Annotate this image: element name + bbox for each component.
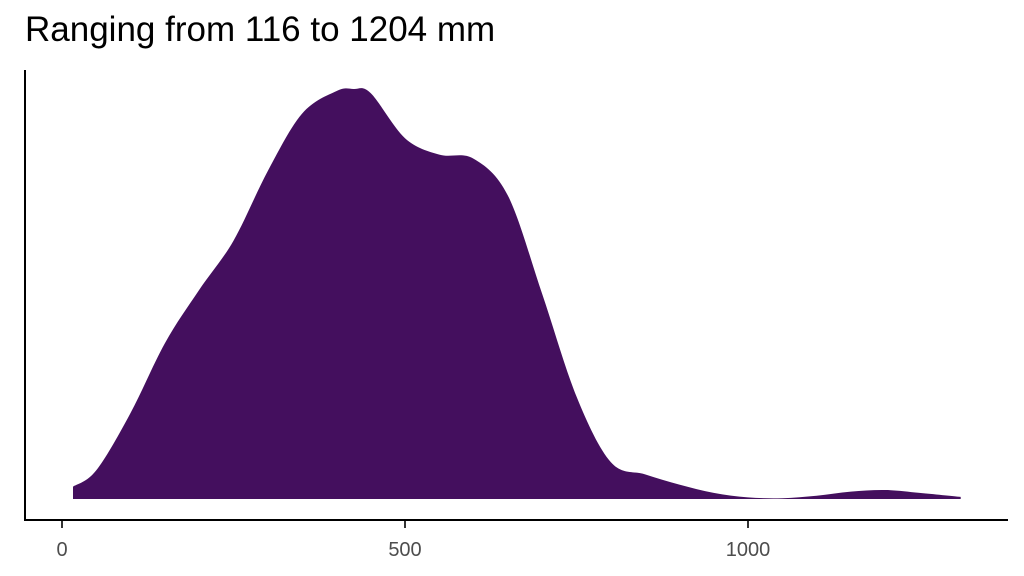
density-area (73, 88, 961, 499)
x-tick-label: 0 (56, 539, 67, 561)
x-axis-ticks: 0 500 1000 (56, 521, 770, 561)
chart-title: Ranging from 116 to 1204 mm (25, 10, 496, 49)
x-tick-label: 500 (388, 539, 421, 561)
x-tick-label: 1000 (726, 539, 771, 561)
